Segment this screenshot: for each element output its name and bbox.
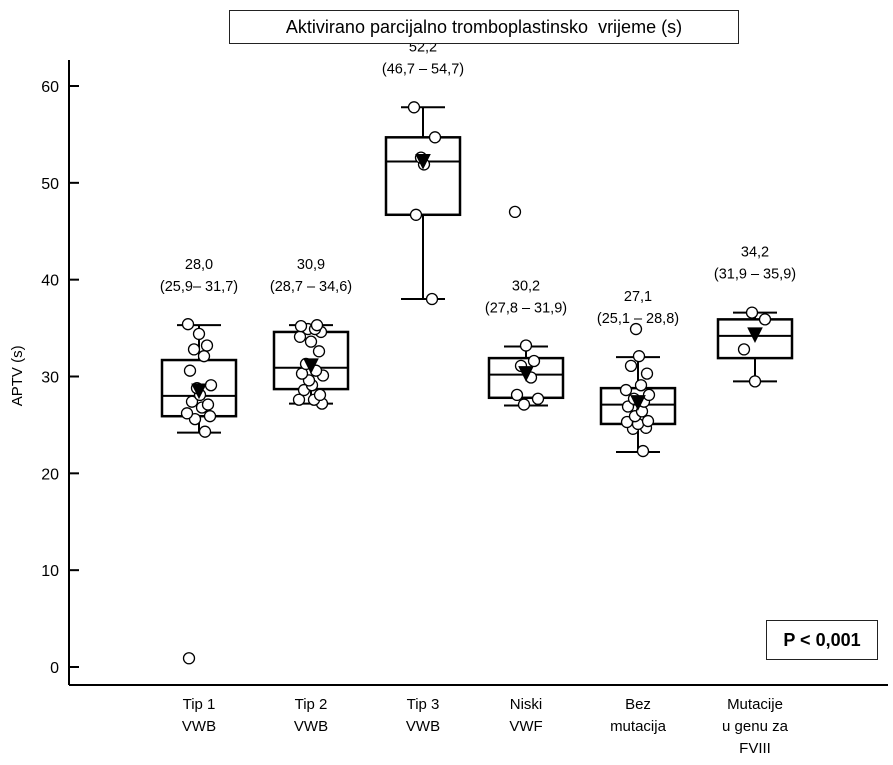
data-point: [312, 345, 326, 358]
p-value-label: P < 0,001: [766, 620, 878, 660]
x-category-label: Niski: [510, 696, 543, 713]
data-point: [294, 319, 308, 333]
data-point: [632, 350, 646, 363]
data-point: [619, 383, 633, 397]
data-point: [640, 367, 654, 380]
data-point: [642, 388, 656, 402]
data-point: [203, 410, 217, 423]
data-point: [748, 375, 762, 388]
data-point: [292, 393, 306, 406]
data-point: [182, 652, 196, 665]
data-point: [508, 205, 522, 219]
median-annotation: 30,2: [512, 278, 540, 294]
x-category-label: VWB: [294, 718, 328, 735]
data-point: [187, 343, 201, 356]
iqr-annotation: (46,7 – 54,7): [382, 61, 464, 77]
data-point: [636, 444, 650, 458]
data-point: [185, 395, 199, 408]
x-category-label: VWB: [182, 718, 216, 735]
mean-marker: [747, 327, 763, 343]
y-axis-label: APTV (s): [9, 345, 26, 406]
data-point: [198, 425, 212, 438]
x-category-label: Tip 2: [295, 696, 328, 713]
x-category-label: Mutacije: [727, 696, 783, 713]
data-point: [527, 354, 541, 368]
mean-marker: [303, 358, 319, 374]
x-category-label: Tip 1: [183, 696, 216, 713]
box-iqr: [487, 356, 565, 400]
data-point: [745, 306, 759, 319]
chart-title: Aktivirano parcijalno tromboplastinsko v…: [229, 10, 739, 44]
data-point: [204, 379, 218, 392]
y-tick-label: 10: [41, 563, 59, 580]
x-category-label: Tip 3: [407, 696, 440, 713]
y-tick-label: 20: [41, 466, 59, 483]
data-point: [181, 318, 195, 331]
y-tick-label: 60: [41, 79, 59, 96]
data-point: [519, 339, 533, 352]
iqr-annotation: (27,8 – 31,9): [485, 300, 567, 316]
data-point: [409, 208, 423, 221]
data-point: [531, 392, 545, 405]
data-point: [517, 398, 531, 411]
data-point: [624, 359, 638, 372]
median-annotation: 28,0: [185, 257, 213, 273]
x-category-label: VWF: [509, 718, 542, 735]
iqr-annotation: (25,9– 31,7): [160, 279, 238, 295]
box-iqr: [384, 136, 462, 217]
data-point: [201, 398, 215, 411]
iqr-annotation: (31,9 – 35,9): [714, 267, 796, 283]
data-point: [737, 343, 751, 356]
data-point: [192, 327, 206, 341]
y-tick-label: 0: [50, 660, 59, 677]
data-point: [641, 414, 655, 428]
data-point: [197, 350, 211, 363]
mean-marker: [518, 366, 534, 382]
data-point: [310, 319, 324, 332]
x-category-label: VWB: [406, 718, 440, 735]
median-annotation: 27,1: [624, 289, 652, 305]
x-category-label: FVIII: [739, 740, 771, 757]
data-point: [510, 388, 524, 402]
data-point: [407, 101, 421, 114]
data-point: [313, 388, 327, 402]
data-point: [629, 322, 643, 336]
iqr-annotation: (28,7 – 34,6): [270, 279, 352, 295]
y-tick-label: 30: [41, 370, 59, 387]
box-iqr: [716, 318, 794, 360]
mean-marker: [191, 383, 207, 400]
y-tick-label: 50: [41, 176, 59, 193]
x-category-label: Bez: [625, 696, 651, 713]
median-annotation: 30,9: [297, 257, 325, 273]
data-point: [634, 379, 648, 392]
data-point: [758, 313, 772, 326]
x-category-label: mutacija: [610, 718, 667, 735]
data-point: [180, 407, 194, 420]
mean-marker: [630, 395, 646, 411]
y-tick-label: 40: [41, 273, 59, 290]
iqr-annotation: (25,1 – 28,8): [597, 311, 679, 327]
data-point: [425, 292, 439, 306]
x-category-label: u genu za: [722, 718, 789, 735]
data-point: [428, 131, 442, 144]
data-point: [304, 335, 318, 348]
data-point: [200, 339, 214, 352]
median-annotation: 34,2: [741, 245, 769, 261]
mean-marker: [415, 154, 431, 170]
data-point: [183, 364, 197, 377]
